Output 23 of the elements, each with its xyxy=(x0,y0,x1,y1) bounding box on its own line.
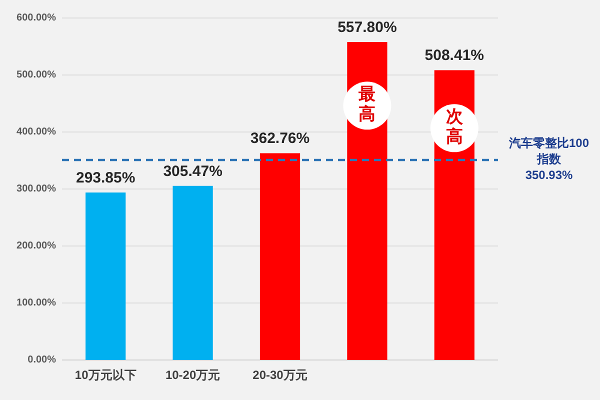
data-label: 293.85% xyxy=(76,170,136,187)
annotation-badge: 次高 xyxy=(430,104,478,152)
bar xyxy=(260,153,300,360)
bar xyxy=(172,186,213,360)
annotation: 最高 xyxy=(358,85,376,124)
y-tick-label: 300.00% xyxy=(16,184,56,195)
data-label: 305.47% xyxy=(163,162,222,180)
data-label: 362.76% xyxy=(250,130,310,148)
y-tick-label: 0.00% xyxy=(28,354,56,366)
ref-line-label: 汽车零整比100 指数 350.93% xyxy=(508,136,590,182)
x-tick-label: 10-20万元 xyxy=(165,368,220,382)
data-label: 508.41% xyxy=(424,47,484,64)
y-tick-label: 400.00% xyxy=(16,126,56,138)
annotation-badge: 最高 xyxy=(343,82,392,130)
x-tick-label: 10万元以下 xyxy=(74,368,136,382)
y-tick-label: 600.00% xyxy=(16,12,56,24)
bar xyxy=(86,192,126,360)
y-tick-label: 500.00% xyxy=(16,70,56,81)
data-label: 557.80% xyxy=(338,19,397,36)
y-tick-label: 100.00% xyxy=(16,298,56,309)
x-tick-label: 20-30万元 xyxy=(252,368,308,382)
y-tick-label: 200.00% xyxy=(16,240,56,252)
annotation: 次高 xyxy=(446,108,464,147)
